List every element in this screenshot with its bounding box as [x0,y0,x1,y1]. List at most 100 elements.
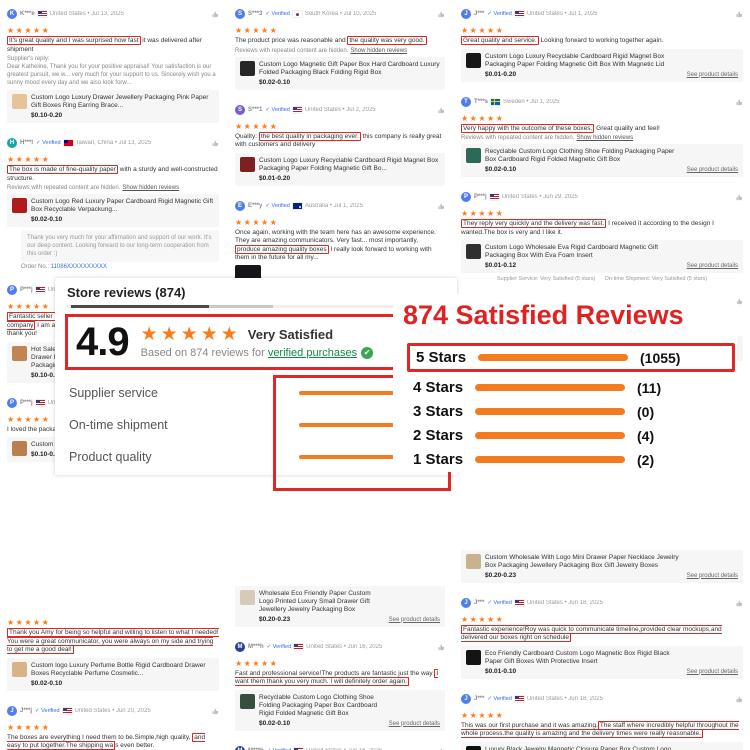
metric-row: On-time shipment 4.9 [69,418,443,432]
review-card: J J***j ✓ Verified United States • Jun 20, … [0,697,226,750]
review-text: The box is made of fine-quality paper wi… [7,165,218,182]
show-hidden-reviews-link[interactable]: Show hidden reviews [122,185,180,191]
scrollbar-thumb[interactable] [71,305,209,308]
based-on-text: Based on 874 reviews for verified purcha… [141,346,374,360]
star-row-label: 4 Stars [413,379,464,396]
helpful-icon[interactable] [438,5,445,23]
country-flag-icon [62,707,72,714]
helpful-icon[interactable] [438,742,445,750]
review-text: Fast and professional service!The produc… [235,668,439,686]
helpful-icon[interactable] [736,188,743,206]
product-price: $0.02-0.10 [31,216,63,223]
helpful-icon[interactable] [438,101,445,119]
country-flag-icon [514,695,524,702]
order-number-link[interactable]: 11086XXXXXXXXXX [50,264,107,270]
collage-spacer [0,468,226,612]
product-item[interactable]: Custom Wholesale With Logo Mini Drawer P… [461,549,743,583]
product-item[interactable]: Custom Logo Luxury Recyclable Cardboard … [235,152,445,186]
review-text: The boxes are everything I need them to … [7,732,206,750]
store-reviews-title: Store reviews (874) [67,285,186,300]
verified-purchases-link[interactable]: verified purchases [267,346,358,359]
product-info: Custom Logo Luxury Recyclable Cardboard … [485,53,683,78]
product-thumbnail [240,156,255,172]
review-text: Quality: the best quality in packaging e… [235,131,442,148]
helpful-icon[interactable] [736,292,743,310]
see-product-details-link[interactable]: See product details [686,71,738,78]
avatar: J [461,597,471,608]
supplier-reply-box: Thank you very much for your affirmation… [21,230,219,262]
review-stars: ★★★★★ [461,710,505,720]
country-flag-icon [35,399,45,406]
review-header: H H***l ✓ Verified Taiwan, China • Jul 13, … [7,134,219,152]
helpful-icon[interactable] [736,594,743,612]
review-header: P P***j United States • Jun 29, 2025 [461,188,743,206]
product-item[interactable]: Custom Logo Luxury Drawer Jewellery Pack… [7,90,219,123]
review-text: They reply very quickly and the delivery… [461,219,714,236]
product-thumbnail [240,693,255,709]
product-item[interactable]: Custom Logo Wholesale Eva Rigid Cardboar… [461,240,743,273]
helpful-icon[interactable] [736,5,743,23]
star-row-count: (11) [637,379,662,396]
review-card: H H***l ✓ Verified Taiwan, China • Jul 13, … [0,129,226,276]
helpful-icon[interactable] [438,197,445,215]
reviewer-name: J*** [474,695,485,702]
review-stars: ★★★★★ [235,26,279,35]
product-item[interactable]: Recyclable Custom Logo Clothing Shoe Fol… [235,689,445,731]
see-product-details-link[interactable]: See product details [686,572,738,579]
helpful-icon[interactable] [212,134,219,152]
review-card: ★★★★★ Thank you Amy for being so helpful … [0,612,226,697]
see-product-details-link[interactable]: See product details [388,720,440,727]
product-title: Custom Logo Luxury Drawer Jewellery Pack… [31,94,209,109]
horizontal-scrollbar[interactable] [67,305,445,308]
product-item[interactable]: Recyclable Custom Logo Clothing Shoe Fol… [461,144,743,177]
review-stars: ★★★★★ [7,155,51,164]
avatar: K [7,9,17,19]
product-thumbnail [466,52,481,68]
helpful-icon[interactable] [212,702,219,720]
reviewer-name: P***j [474,194,487,200]
product-item[interactable]: Eco Friendly Cardboard Custom Logo Magne… [461,645,743,679]
verified-badge: ✓ Verified [265,202,290,209]
product-item[interactable]: Custom Logo Magnetic Gift Paper Box Hard… [235,56,445,90]
product-thumbnail [466,148,481,163]
metric-row: Supplier service 4.9 [69,386,443,400]
metric-label: Supplier service [69,386,158,400]
helpful-icon[interactable] [438,638,445,656]
review-card: J J*** ✓ Verified United States • Jul 1, 20… [454,0,750,88]
product-thumbnail [12,441,27,456]
reviewer-name: J***j [20,707,33,714]
helpful-icon[interactable] [736,93,743,111]
review-card: T T***s Sweden • Jul 1, 2025 ★★★★★ Very happ… [454,88,750,184]
see-product-details-link[interactable]: See product details [686,263,738,269]
show-hidden-reviews-link[interactable]: Show hidden reviews [576,135,634,141]
product-item[interactable]: Custom Logo Luxury Recyclable Cardboard … [461,48,743,82]
review-meta: South Korea • Jul 10, 2025 [304,11,377,17]
product-item[interactable]: Custom Logo Red Luxury Paper Cardboard R… [7,194,219,227]
see-product-details-link[interactable]: See product details [388,616,440,623]
country-flag-icon [292,106,302,113]
product-item[interactable]: Wholesale Eco Friendly Paper Custom Logo… [235,585,445,627]
rating-metrics: Supplier service 4.9 On-time shipment 4.… [65,375,451,491]
order-number-label: Order No.: [21,264,51,270]
helpful-icon[interactable] [212,5,219,23]
review-header: J J***j ✓ Verified United States • Jun 20, … [7,702,219,720]
product-title: Custom Logo Wholesale Eva Rigid Cardboar… [485,244,659,259]
product-info: Recyclable Custom Logo Clothing Shoe Fol… [485,148,683,173]
review-stars: ★★★★★ [7,26,51,35]
avatar: M [235,745,245,750]
see-product-details-link[interactable]: See product details [686,167,738,173]
product-item[interactable]: Custom logo Luxury Perfume Bottle Rigid … [7,657,219,691]
show-hidden-reviews-link[interactable]: Show hidden reviews [350,47,408,54]
scrollbar-thumb-light [209,305,273,308]
review-text: This was our first purchase and it was a… [461,720,739,738]
product-info: Custom Logo Luxury Recyclable Cardboard … [259,157,440,182]
product-thumbnail [466,244,481,259]
star-row-count: (4) [637,427,655,444]
reviewer-name: J*** [474,11,485,17]
overall-score: 4.9 [76,320,130,364]
see-product-details-link[interactable]: See product details [686,668,738,675]
product-item[interactable]: Luxury Black Jewelry Magnetic Closure Pa… [461,741,743,750]
helpful-icon[interactable] [736,690,743,708]
product-price: $0.10-0.20 [31,112,63,119]
star-breakdown-row: 2 Stars (4) [413,427,729,444]
